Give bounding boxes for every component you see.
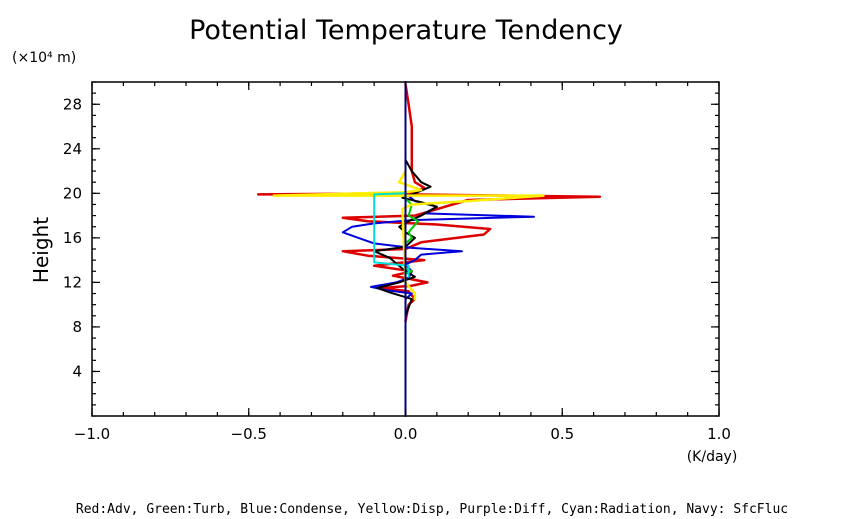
ticks-layer: −1.0 −0.5 0.0 0.5 1.0 4 8 12 16 20 24 28 [63,81,731,443]
legend-text: Red:Adv, Green:Turb, Blue:Condense, Yell… [76,502,788,517]
y-tick-label: 28 [63,95,82,113]
x-axis-label: (K/day) [687,449,738,465]
series-line-0 [256,82,602,323]
x-tick-label: 1.0 [707,425,731,443]
chart-title: Potential Temperature Tendency [189,15,623,46]
x-tick-label: −1.0 [74,425,110,443]
series-line-1 [341,192,535,301]
x-tick-label: 0.0 [394,425,418,443]
y-tick-label: 16 [63,229,82,247]
y-tick-label: 24 [63,140,82,158]
y-axis-label: Height [29,217,53,283]
series-layer [256,81,602,417]
y-tick-label: 20 [63,184,82,202]
series-line-4 [272,169,545,301]
series-line-5 [373,192,410,278]
y-axis-unit: (×10⁴ m) [12,50,76,66]
x-tick-label: −0.5 [231,425,267,443]
y-tick-label: 12 [63,273,82,291]
y-tick-label: 4 [72,362,82,380]
y-tick-label: 8 [72,318,82,336]
x-tick-label: 0.5 [550,425,574,443]
